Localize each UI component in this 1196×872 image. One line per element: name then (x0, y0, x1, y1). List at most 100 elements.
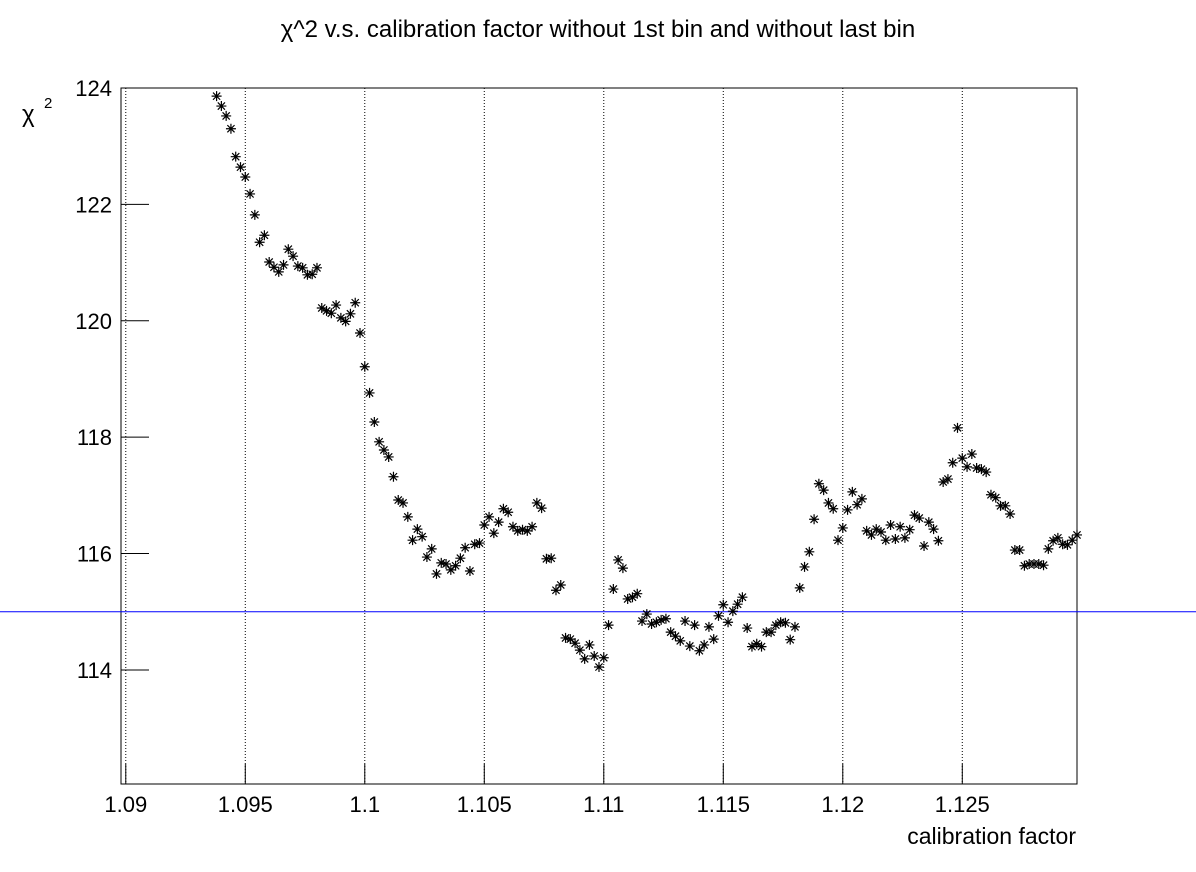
data-point (909, 510, 920, 521)
data-point (847, 486, 858, 497)
data-point (536, 503, 547, 514)
data-point (799, 561, 810, 572)
data-point (598, 652, 609, 663)
data-point (570, 638, 581, 649)
data-point (1067, 535, 1078, 546)
data-point (742, 623, 753, 634)
data-point (789, 621, 800, 632)
y-axis-label-superscript: 2 (44, 95, 52, 112)
data-point (780, 617, 791, 628)
data-point (651, 617, 662, 628)
data-point (880, 535, 891, 546)
data-point (560, 632, 571, 643)
data-point (359, 361, 370, 372)
x-axis-label: calibration factor (907, 823, 1076, 849)
data-point (1005, 508, 1016, 519)
data-point (221, 110, 232, 121)
data-point (469, 539, 480, 550)
data-point (1038, 560, 1049, 571)
data-point (498, 503, 509, 514)
data-point (474, 538, 485, 549)
data-point (311, 262, 322, 273)
data-point (345, 308, 356, 319)
data-point (230, 151, 241, 162)
data-point (670, 631, 681, 642)
data-point (355, 327, 365, 338)
data-point (278, 259, 289, 270)
data-point (866, 529, 877, 540)
data-point (746, 641, 757, 652)
y-tick-label: 122 (75, 192, 112, 217)
x-tick-label: 1.115 (697, 792, 750, 817)
data-point (794, 582, 805, 593)
data-point (1033, 559, 1044, 570)
data-point (249, 209, 260, 220)
data-point (684, 641, 695, 652)
data-point (555, 579, 566, 590)
data-point (694, 645, 705, 656)
data-point (479, 520, 490, 531)
data-point (861, 525, 872, 536)
data-point (660, 613, 671, 624)
data-point (617, 563, 628, 574)
x-tick-label: 1.12 (821, 792, 864, 817)
data-point (574, 645, 585, 656)
data-point (493, 517, 504, 528)
data-point (321, 305, 332, 316)
data-point (283, 244, 294, 255)
data-point (1062, 539, 1073, 550)
data-point (952, 422, 963, 433)
data-point (665, 627, 676, 638)
data-point (445, 564, 456, 575)
data-point (374, 436, 385, 447)
data-point (885, 520, 896, 531)
data-point (938, 476, 949, 487)
data-point (326, 308, 337, 319)
data-point (923, 517, 934, 528)
y-axis-label: χ (22, 101, 35, 128)
data-point (393, 495, 404, 506)
data-point (331, 300, 342, 311)
data-point (689, 620, 700, 631)
data-point (737, 592, 748, 603)
data-point (856, 493, 867, 504)
x-tick-label: 1.1 (349, 792, 380, 817)
data-point (546, 553, 557, 564)
data-point (211, 91, 222, 102)
data-point (225, 123, 236, 134)
data-point (966, 449, 977, 460)
data-point (412, 524, 423, 535)
data-point (240, 172, 251, 183)
data-point (904, 524, 915, 535)
data-point (770, 620, 781, 631)
data-point (531, 497, 542, 508)
data-point (507, 521, 518, 532)
data-point (388, 471, 399, 482)
data-point (565, 634, 576, 645)
data-point (584, 639, 595, 650)
data-point (852, 499, 863, 510)
data-point (488, 528, 499, 539)
data-point (641, 609, 652, 620)
data-point (436, 557, 447, 568)
x-tick-label: 1.095 (218, 792, 273, 817)
data-point (259, 230, 270, 241)
data-point (985, 489, 996, 500)
data-point (813, 478, 824, 489)
data-point (307, 269, 318, 280)
data-point (402, 511, 413, 522)
data-point (594, 662, 604, 673)
data-point (455, 553, 466, 564)
data-point (417, 531, 428, 542)
data-point (579, 653, 590, 664)
data-point (603, 620, 614, 631)
data-point (990, 492, 1001, 503)
data-point (933, 535, 944, 546)
data-point (809, 514, 820, 525)
data-point (407, 535, 418, 546)
data-point (871, 524, 882, 535)
data-point (254, 237, 265, 248)
data-point (1019, 560, 1030, 571)
data-point (335, 312, 346, 323)
data-point (713, 610, 724, 621)
